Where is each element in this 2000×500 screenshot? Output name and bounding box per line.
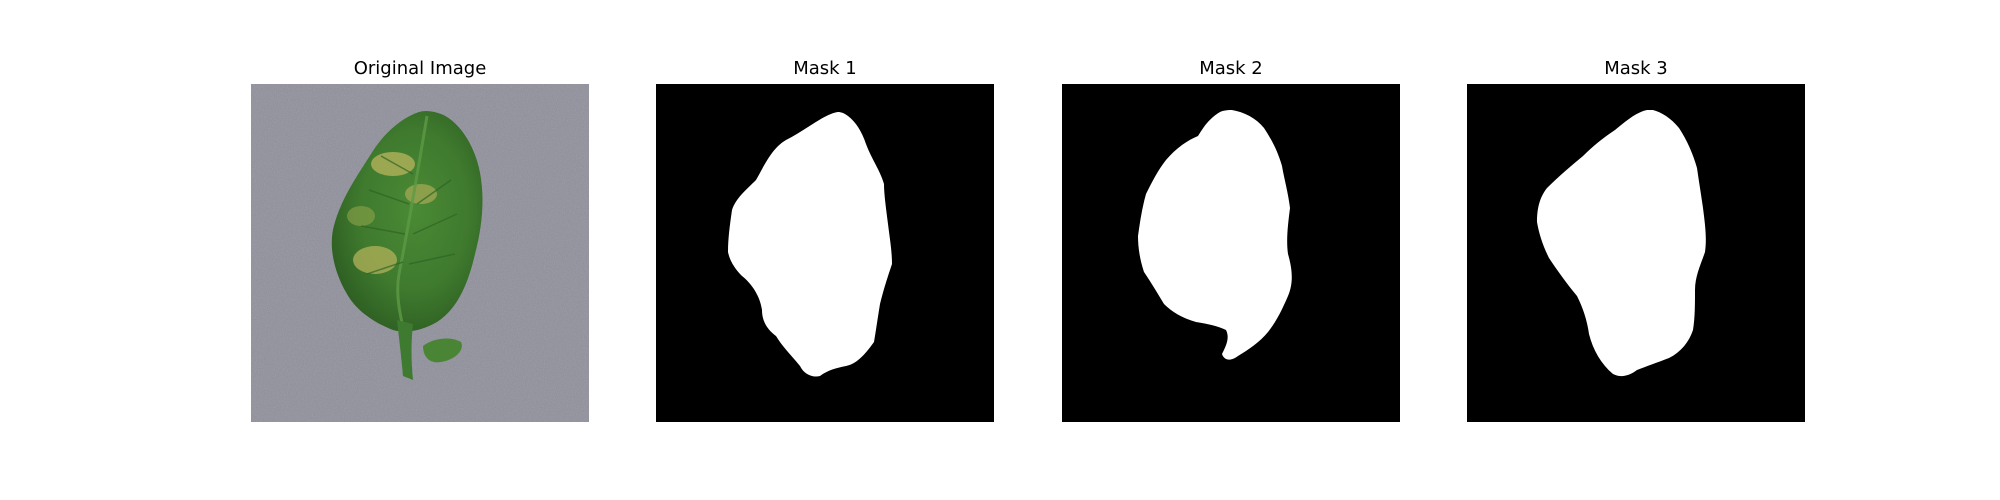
original-leaf-photo (251, 84, 589, 422)
mask-1-title: Mask 1 (793, 58, 857, 79)
mask-2-image (1062, 84, 1400, 422)
mask-2-panel: Mask 2 (1062, 0, 1400, 500)
blight-patch (371, 152, 415, 176)
mask-1-panel: Mask 1 (656, 0, 994, 500)
mask-1-shape (728, 112, 892, 377)
blight-patch (353, 246, 397, 274)
mask-3-shape (1537, 110, 1706, 377)
mask-2-shape (1138, 110, 1292, 360)
leaf-blade (331, 110, 483, 332)
mask-2-title: Mask 2 (1199, 58, 1263, 79)
mask-1-image (656, 84, 994, 422)
original-image-panel: Original Image (251, 0, 589, 500)
mask-3-panel: Mask 3 (1467, 0, 1805, 500)
leaf-stem (397, 320, 413, 380)
mask-3-title: Mask 3 (1604, 58, 1668, 79)
original-image-title: Original Image (353, 58, 487, 79)
blight-patch (347, 206, 375, 226)
mask-3-image (1467, 84, 1805, 422)
small-leaflet (423, 338, 462, 363)
